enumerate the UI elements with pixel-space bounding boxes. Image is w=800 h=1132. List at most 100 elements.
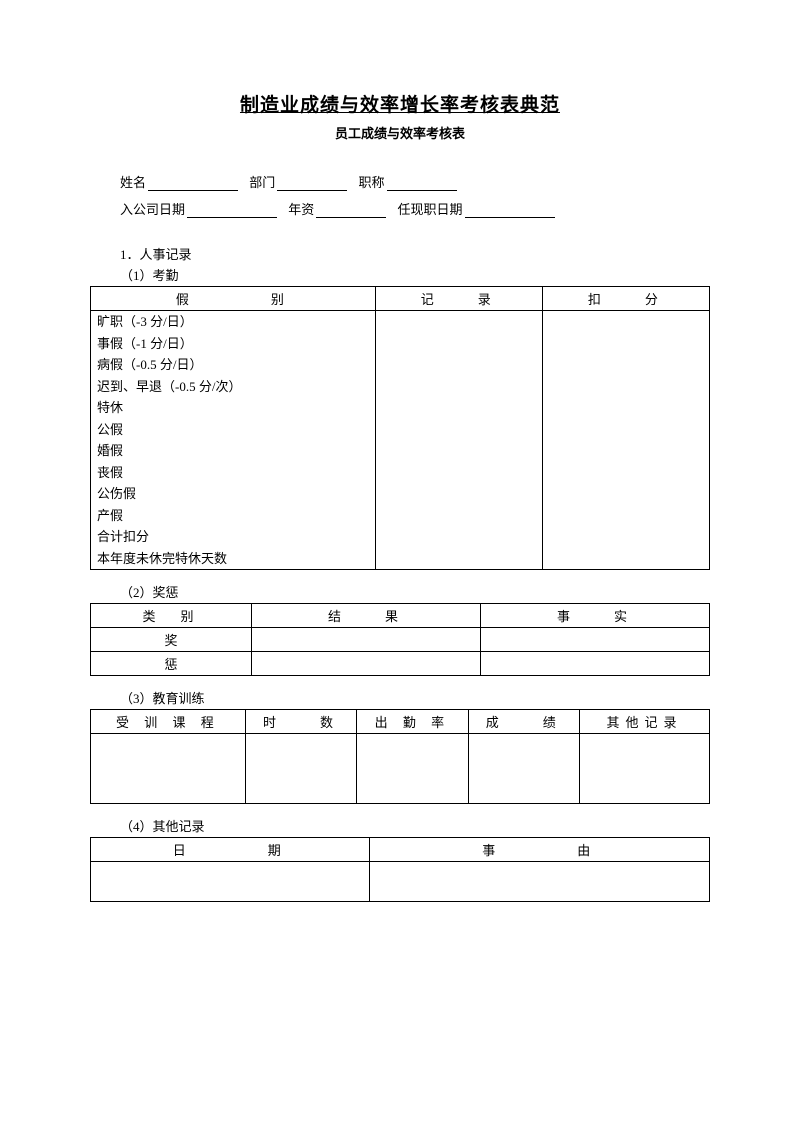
rp-header-type: 类 别 [91, 604, 252, 628]
sub-title: 员工成绩与效率考核表 [90, 123, 710, 142]
other-record-table: 日 期 事 由 [90, 837, 710, 902]
training-course-cell[interactable] [91, 734, 246, 804]
main-title: 制造业成绩与效率增长率考核表典范 [90, 90, 710, 117]
reward-label: 奖 [91, 628, 252, 652]
sub-4-label: （4）其他记录 [90, 816, 710, 835]
attendance-record-cell[interactable] [375, 483, 542, 505]
attendance-record-cell[interactable] [375, 462, 542, 484]
attendance-type-cell: 特休 [91, 397, 376, 419]
sub-2-label: （2）奖惩 [90, 582, 710, 601]
info-row-2: 入公司日期 年资 任现职日期 [120, 199, 710, 218]
section-1-label: 1．人事记录 [90, 244, 710, 263]
attendance-record-cell[interactable] [375, 505, 542, 527]
table-row [91, 734, 710, 804]
attendance-header-deduct: 扣 分 [542, 287, 709, 311]
title-field[interactable] [387, 175, 457, 191]
attendance-deduct-cell[interactable] [542, 311, 709, 333]
training-header-hours: 时 数 [245, 710, 356, 734]
rp-header-result: 结 果 [251, 604, 480, 628]
sub-3-label: （3）教育训练 [90, 688, 710, 707]
attendance-record-cell[interactable] [375, 397, 542, 419]
attendance-deduct-cell[interactable] [542, 419, 709, 441]
table-row: 病假（-0.5 分/日） [91, 354, 710, 376]
dept-label: 部门 [249, 175, 275, 190]
seniority-field[interactable] [316, 202, 386, 218]
training-header-attendance: 出 勤 率 [357, 710, 468, 734]
table-row: 公假 [91, 419, 710, 441]
punish-result-cell[interactable] [251, 652, 480, 676]
attendance-deduct-cell[interactable] [542, 440, 709, 462]
training-table: 受 训 课 程 时 数 出 勤 率 成 绩 其他记录 [90, 709, 710, 804]
dept-field[interactable] [277, 175, 347, 191]
attendance-type-cell: 迟到、早退（-0.5 分/次） [91, 376, 376, 398]
attendance-record-cell[interactable] [375, 333, 542, 355]
punish-fact-cell[interactable] [480, 652, 709, 676]
other-header-date: 日 期 [91, 838, 370, 862]
attendance-deduct-cell[interactable] [542, 354, 709, 376]
attendance-record-cell[interactable] [375, 354, 542, 376]
training-header-score: 成 绩 [468, 710, 579, 734]
table-row: 公伤假 [91, 483, 710, 505]
attendance-deduct-cell[interactable] [542, 397, 709, 419]
info-row-1: 姓名 部门 职称 [120, 172, 710, 191]
attendance-deduct-cell[interactable] [542, 376, 709, 398]
attendance-type-cell: 本年度未休完特休天数 [91, 548, 376, 570]
attendance-deduct-cell[interactable] [542, 526, 709, 548]
attendance-record-cell[interactable] [375, 526, 542, 548]
attendance-table: 假 别 记 录 扣 分 旷职（-3 分/日）事假（-1 分/日）病假（-0.5 … [90, 286, 710, 570]
attendance-type-cell: 事假（-1 分/日） [91, 333, 376, 355]
training-header-course: 受 训 课 程 [91, 710, 246, 734]
attendance-type-cell: 丧假 [91, 462, 376, 484]
hire-date-label: 入公司日期 [120, 202, 185, 217]
employee-info: 姓名 部门 职称 入公司日期 年资 任现职日期 [90, 172, 710, 218]
name-label: 姓名 [120, 175, 146, 190]
seniority-label: 年资 [288, 202, 314, 217]
training-hours-cell[interactable] [245, 734, 356, 804]
training-attendance-cell[interactable] [357, 734, 468, 804]
table-row: 本年度未休完特休天数 [91, 548, 710, 570]
attendance-type-cell: 公伤假 [91, 483, 376, 505]
attendance-record-cell[interactable] [375, 548, 542, 570]
table-row: 合计扣分 [91, 526, 710, 548]
other-reason-cell[interactable] [369, 862, 709, 902]
attendance-header-record: 记 录 [375, 287, 542, 311]
table-row: 产假 [91, 505, 710, 527]
training-header-other: 其他记录 [579, 710, 709, 734]
attendance-deduct-cell[interactable] [542, 483, 709, 505]
attendance-deduct-cell[interactable] [542, 548, 709, 570]
table-row: 惩 [91, 652, 710, 676]
attendance-type-cell: 婚假 [91, 440, 376, 462]
attendance-type-cell: 病假（-0.5 分/日） [91, 354, 376, 376]
other-header-reason: 事 由 [369, 838, 709, 862]
attendance-deduct-cell[interactable] [542, 505, 709, 527]
training-other-cell[interactable] [579, 734, 709, 804]
attendance-type-cell: 公假 [91, 419, 376, 441]
attendance-record-cell[interactable] [375, 376, 542, 398]
hire-date-field[interactable] [187, 202, 277, 218]
table-row: 婚假 [91, 440, 710, 462]
other-date-cell[interactable] [91, 862, 370, 902]
attendance-record-cell[interactable] [375, 419, 542, 441]
attendance-deduct-cell[interactable] [542, 333, 709, 355]
attendance-type-cell: 合计扣分 [91, 526, 376, 548]
punish-label: 惩 [91, 652, 252, 676]
attendance-header-type: 假 别 [91, 287, 376, 311]
attendance-record-cell[interactable] [375, 311, 542, 333]
table-row: 迟到、早退（-0.5 分/次） [91, 376, 710, 398]
reward-result-cell[interactable] [251, 628, 480, 652]
rp-header-fact: 事 实 [480, 604, 709, 628]
position-date-field[interactable] [465, 202, 555, 218]
reward-fact-cell[interactable] [480, 628, 709, 652]
table-row: 丧假 [91, 462, 710, 484]
attendance-record-cell[interactable] [375, 440, 542, 462]
attendance-type-cell: 旷职（-3 分/日） [91, 311, 376, 333]
sub-1-label: （1）考勤 [90, 265, 710, 284]
name-field[interactable] [148, 175, 238, 191]
attendance-deduct-cell[interactable] [542, 462, 709, 484]
table-row: 奖 [91, 628, 710, 652]
training-score-cell[interactable] [468, 734, 579, 804]
table-row: 特休 [91, 397, 710, 419]
table-row [91, 862, 710, 902]
table-row: 事假（-1 分/日） [91, 333, 710, 355]
table-row: 旷职（-3 分/日） [91, 311, 710, 333]
